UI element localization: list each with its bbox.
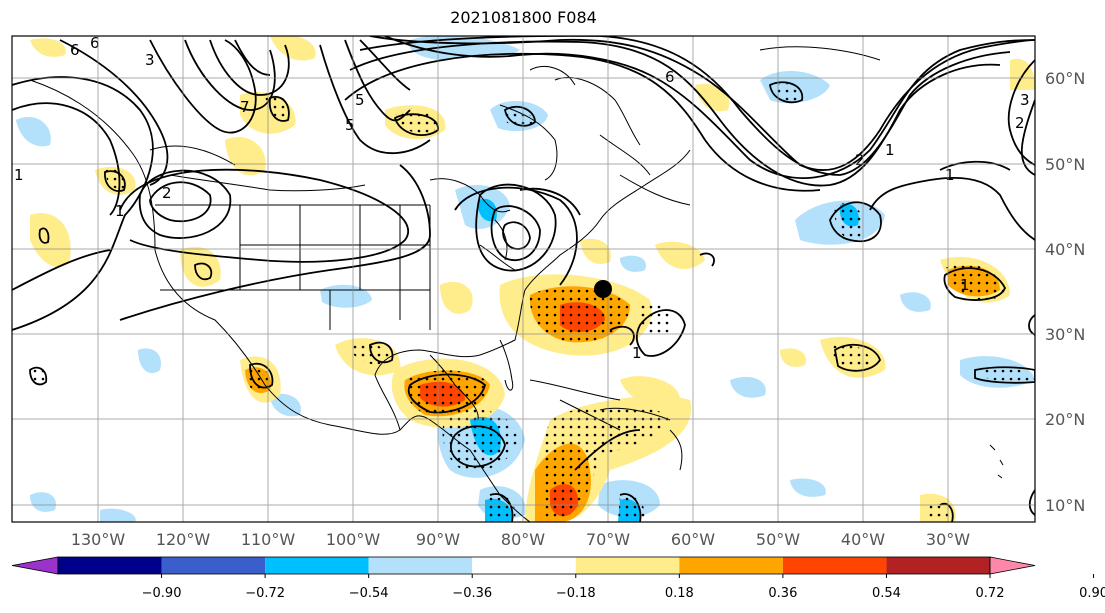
colorbar-tick-label: −0.18 xyxy=(556,586,596,601)
colorbar-segment xyxy=(472,557,576,574)
latitude-tick-label: 10°N xyxy=(1045,496,1085,515)
contour-label: 1 xyxy=(14,166,24,184)
colorbar-tick-label: 0.36 xyxy=(768,586,797,601)
longitude-tick-label: 80°W xyxy=(501,530,545,549)
latitude-tick-label: 60°N xyxy=(1045,69,1085,88)
colorbar-extend-low xyxy=(11,556,59,575)
contour-label: 6 xyxy=(90,34,100,52)
latitude-tick-label: 50°N xyxy=(1045,155,1085,174)
longitude-tick-label: 100°W xyxy=(326,530,381,549)
contour-label: 6 xyxy=(70,41,80,59)
contour-label: 6 xyxy=(665,68,675,86)
colorbar-segment xyxy=(679,557,783,574)
contour-label: 2 xyxy=(162,184,172,202)
colorbar-segment xyxy=(58,557,162,574)
contour-value-labels: 6 3 6 7 5 5 6 2 1 1 2 3 1 2 1 1 1 xyxy=(14,34,1030,362)
longitude-tick-label: 120°W xyxy=(156,530,211,549)
colorbar-tick-label: −0.90 xyxy=(142,586,182,601)
contour-label: 1 xyxy=(960,276,970,294)
latitude-tick-label: 40°N xyxy=(1045,240,1085,259)
colorbar-tick-label: 0.72 xyxy=(976,586,1005,601)
colorbar-segment xyxy=(161,557,266,574)
contour-label: 1 xyxy=(115,202,125,220)
map-plot-area: 6 3 6 7 5 5 6 2 1 1 2 3 1 2 1 1 1 xyxy=(12,34,1035,522)
latitude-tick-label: 30°N xyxy=(1045,325,1085,344)
colorbar-outline xyxy=(57,556,991,575)
colorbar-extend-high xyxy=(989,556,1036,575)
longitude-tick-label: 130°W xyxy=(71,530,126,549)
contour-label: 3 xyxy=(145,51,155,69)
colorbar-tick-labels: −0.90 −0.72 −0.54 −0.36 −0.18 0.18 0.36 0.54 0.7… xyxy=(142,574,1105,601)
longitude-tick-label: 90°W xyxy=(416,530,460,549)
map-frame xyxy=(11,35,1036,523)
longitude-tick-label: 30°W xyxy=(926,530,970,549)
map-title: 2021081800 F084 xyxy=(450,8,597,27)
longitude-tick-label: 70°W xyxy=(586,530,630,549)
longitude-tick-label: 40°W xyxy=(841,530,885,549)
longitude-tick-label: 50°W xyxy=(756,530,800,549)
colorbar-tick-label: −0.72 xyxy=(245,586,285,601)
contour-label: 2 xyxy=(1015,114,1025,132)
colorbar-segment xyxy=(575,557,680,574)
colorbar-segment xyxy=(782,557,887,574)
contour-label: 1 xyxy=(945,166,955,184)
colorbar-tick-label: 0.54 xyxy=(872,586,901,601)
contour-label: 3 xyxy=(1020,91,1030,109)
storm-center-dot xyxy=(594,280,612,298)
contour-label: 2 xyxy=(855,151,865,169)
colorbar-tick-label: −0.54 xyxy=(349,586,389,601)
contour-label: 5 xyxy=(355,91,365,109)
longitude-tick-label: 110°W xyxy=(241,530,296,549)
coastlines-and-borders xyxy=(29,46,1004,522)
colorbar-tick-label: 0.90 xyxy=(1079,586,1105,601)
contour-label: 5 xyxy=(345,116,355,134)
longitude-tick-label: 60°W xyxy=(671,530,715,549)
colorbar xyxy=(11,556,1036,575)
contour-label: 1 xyxy=(632,344,642,362)
colorbar-segment xyxy=(265,557,369,574)
latitude-labels: 60°N 50°N 40°N 30°N 20°N 10°N xyxy=(1045,69,1085,515)
lat-lon-grid xyxy=(12,36,1035,522)
contour-label: 7 xyxy=(240,98,250,116)
colorbar-segment xyxy=(368,557,473,574)
colorbar-segment xyxy=(886,557,990,574)
latitude-tick-label: 20°N xyxy=(1045,410,1085,429)
contour-label: 1 xyxy=(885,141,895,159)
longitude-labels: 130°W 120°W 110°W 100°W 90°W 80°W 70°W 60°W 50°W… xyxy=(71,530,970,549)
colorbar-tick-label: 0.18 xyxy=(665,586,694,601)
colorbar-tick-label: −0.36 xyxy=(452,586,492,601)
